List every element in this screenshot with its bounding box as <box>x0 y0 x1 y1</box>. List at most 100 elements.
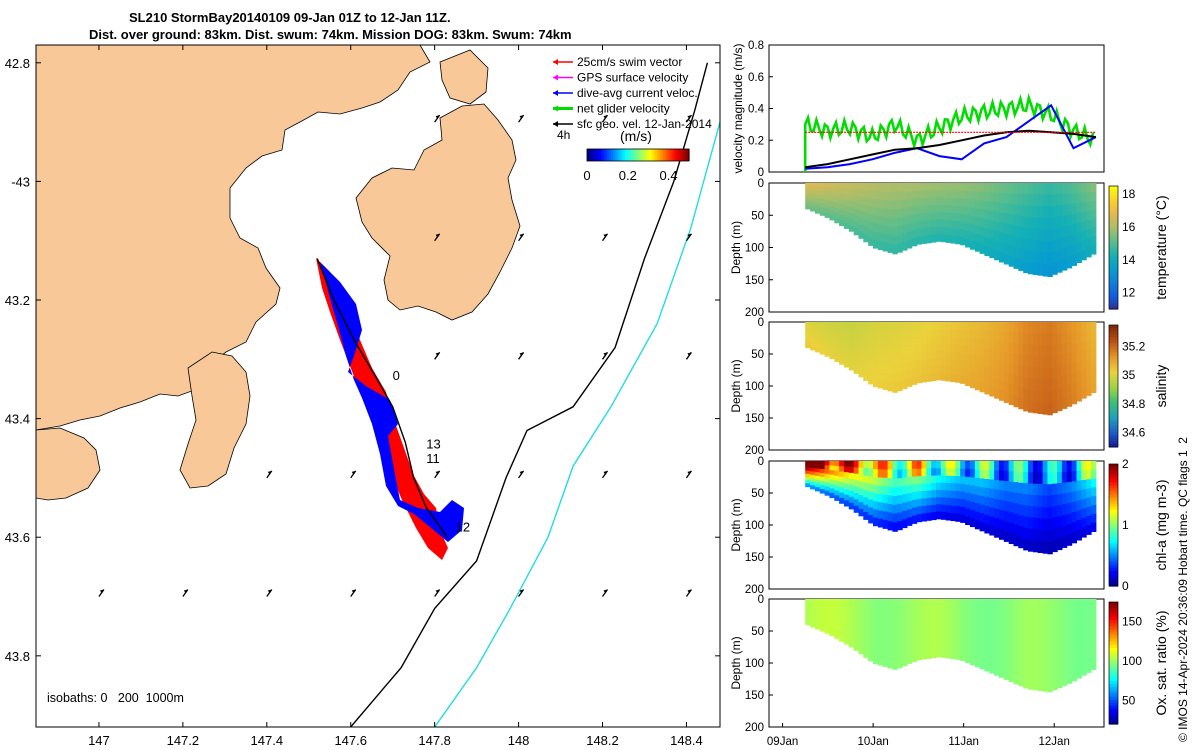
section-cell <box>902 615 908 625</box>
section-cell <box>873 517 879 527</box>
section-cell <box>940 606 947 615</box>
section-cell <box>1032 194 1039 207</box>
section-cell <box>989 626 995 637</box>
section-cell <box>1032 633 1039 645</box>
section-cell <box>805 202 811 207</box>
section-cell <box>882 649 889 659</box>
section-cell <box>960 507 966 516</box>
section-cell <box>1086 210 1092 221</box>
section-cell <box>1047 507 1053 520</box>
section-cell <box>814 333 821 338</box>
section-cell <box>892 522 898 532</box>
section-cell <box>882 607 889 617</box>
section-cell <box>1091 383 1097 393</box>
isobath-1000m <box>434 121 720 727</box>
section-cell <box>969 338 976 348</box>
section-cell <box>1081 608 1087 619</box>
section-cell <box>839 482 845 488</box>
colorbar-cell <box>1109 656 1118 661</box>
section-cell <box>1057 205 1063 217</box>
section-cell <box>960 629 966 638</box>
section-cell <box>1003 243 1010 255</box>
colorbar-label: salinity <box>1153 365 1169 408</box>
section-cell <box>906 461 913 470</box>
section-cell <box>989 359 995 369</box>
section-cell <box>960 461 966 470</box>
section-cell <box>1052 540 1058 553</box>
section-cell <box>1081 665 1087 676</box>
section-cell <box>1071 599 1077 610</box>
section-cell <box>1091 496 1097 506</box>
section-cell <box>911 183 918 192</box>
section-cell <box>829 349 835 355</box>
section-cell <box>902 330 908 340</box>
section-cell <box>814 209 821 214</box>
section-cell <box>1008 522 1015 534</box>
section-cell <box>844 621 850 628</box>
section-cell <box>1008 352 1015 364</box>
colorbar-cell <box>1109 349 1118 353</box>
section-cell <box>1047 333 1053 346</box>
section-cell <box>1081 480 1087 491</box>
section-cell <box>897 356 903 366</box>
section-cell <box>858 495 864 503</box>
section-cell <box>1052 483 1058 496</box>
legend-label: dive-avg current veloc. <box>577 86 698 100</box>
section-cell <box>1047 656 1053 670</box>
section-cell <box>1042 368 1048 381</box>
section-cell <box>844 483 850 490</box>
section-cell <box>1061 674 1068 686</box>
section-cell <box>1091 227 1097 237</box>
section-cell <box>1013 364 1019 376</box>
section-cell <box>873 207 879 217</box>
section-cell <box>1071 670 1077 682</box>
section-cell <box>902 461 908 470</box>
section-cell <box>1091 236 1097 246</box>
section-cell <box>960 499 966 508</box>
colorbar-cell <box>1109 238 1118 242</box>
colorbar-cell <box>1109 717 1118 722</box>
colorbar-cell <box>1109 259 1118 264</box>
surface-velocity-arrow <box>518 589 525 597</box>
colorbar-cell <box>1109 693 1118 698</box>
section-cell <box>829 326 835 332</box>
section-cell <box>945 468 952 477</box>
section-cell <box>805 192 811 197</box>
section-cell <box>882 338 889 348</box>
isobaths-label: isobaths: 0 200 1000m <box>47 691 184 705</box>
section-cell <box>1061 343 1068 355</box>
colorbar-cell <box>1109 373 1118 378</box>
section-cell <box>940 351 947 359</box>
section-cell <box>805 199 811 203</box>
section-cell <box>999 647 1005 659</box>
section-cell <box>858 619 864 627</box>
section-cell <box>868 376 874 385</box>
section-cell <box>955 190 961 199</box>
section-cell <box>916 205 922 215</box>
section-cell <box>1081 618 1087 629</box>
section-cell <box>819 195 826 200</box>
velocity-series-line <box>803 93 1095 172</box>
section-cell <box>1042 656 1048 669</box>
colorbar-cell <box>1109 644 1118 649</box>
section-cell <box>1032 356 1039 368</box>
section-cell <box>1071 255 1077 266</box>
section-cell <box>1081 369 1087 380</box>
section-cell <box>887 461 893 471</box>
section-cell <box>906 485 913 494</box>
section-cell <box>955 491 961 500</box>
speed-colorbar: 0 0.2 0.4 <box>583 148 690 183</box>
section-cell <box>926 227 932 236</box>
section-cell <box>853 493 860 500</box>
section-cell <box>1071 619 1077 631</box>
section-cell <box>974 322 981 332</box>
section-cell <box>1028 389 1034 402</box>
section-cell <box>1013 193 1019 205</box>
section-cell <box>839 487 845 494</box>
colorbar-cell <box>1109 364 1118 369</box>
section-cell <box>829 492 835 499</box>
section-cell <box>916 629 922 638</box>
colorbar-tick: 34.8 <box>1122 397 1146 411</box>
section-cell <box>1066 513 1073 525</box>
section-cell <box>969 240 976 250</box>
